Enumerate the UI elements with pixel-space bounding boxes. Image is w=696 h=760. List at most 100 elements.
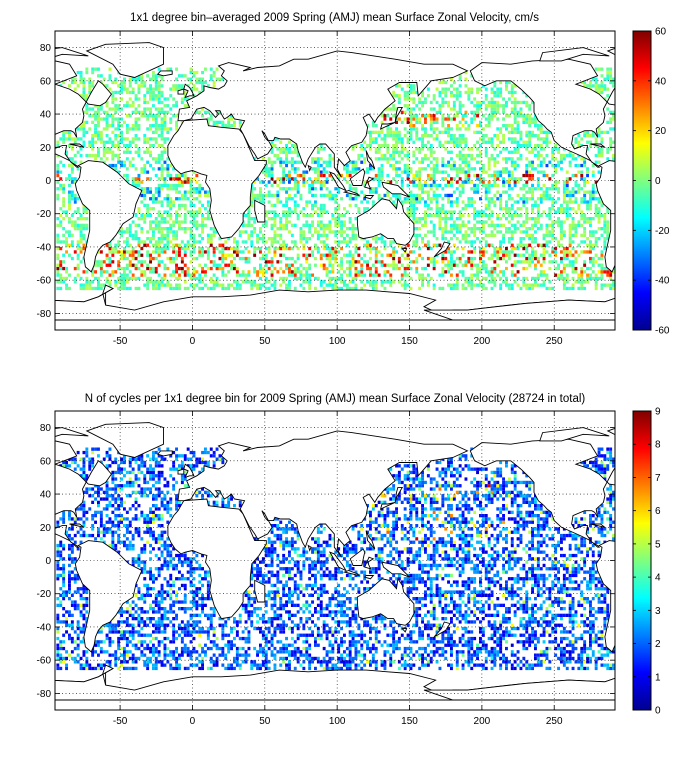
data-cell <box>259 180 262 184</box>
data-cell <box>418 187 422 191</box>
data-cell <box>296 180 300 184</box>
data-cell <box>73 223 77 227</box>
data-cell <box>149 137 152 141</box>
data-cell <box>574 200 578 204</box>
data-cell <box>542 157 546 161</box>
data-cell <box>160 246 164 251</box>
data-cell <box>241 273 245 277</box>
data-cell <box>308 187 312 191</box>
data-cell <box>149 213 152 217</box>
data-cell <box>163 250 167 254</box>
data-cell <box>65 237 68 241</box>
data-cell <box>600 200 604 204</box>
data-cell <box>371 237 375 241</box>
data-cell <box>343 167 346 171</box>
data-cell <box>85 153 89 158</box>
data-cell <box>131 157 135 161</box>
data-cell <box>128 77 132 81</box>
data-cell <box>542 260 546 264</box>
data-cell <box>128 163 132 168</box>
data-cell <box>94 134 97 138</box>
data-cell <box>531 217 534 221</box>
data-cell <box>374 283 378 287</box>
data-cell <box>293 240 297 244</box>
data-cell <box>62 183 66 188</box>
data-cell <box>160 100 164 105</box>
data-cell <box>146 250 150 254</box>
data-cell <box>311 213 314 217</box>
data-cell <box>316 170 320 174</box>
data-cell <box>82 124 86 128</box>
data-cell <box>363 253 367 257</box>
data-cell <box>68 137 71 141</box>
data-cell <box>157 124 161 128</box>
data-cell <box>218 250 222 254</box>
data-cell <box>59 137 63 141</box>
data-cell <box>528 150 532 154</box>
data-cell <box>140 240 144 244</box>
data-cell <box>169 200 173 204</box>
data-cell <box>386 127 390 131</box>
data-cell <box>163 124 167 128</box>
data-cell <box>536 183 540 188</box>
data-cell <box>560 660 563 664</box>
data-cell <box>461 117 465 121</box>
data-cell <box>241 660 245 664</box>
data-cell <box>499 200 503 204</box>
data-cell <box>152 280 155 284</box>
data-cell <box>432 227 436 231</box>
data-cell <box>308 663 312 667</box>
data-cell <box>392 177 396 181</box>
data-cell <box>487 243 491 247</box>
data-cell <box>577 153 581 158</box>
data-cell <box>496 144 500 148</box>
data-cell <box>441 97 445 101</box>
data-cell <box>380 130 384 134</box>
data-cell <box>490 110 494 114</box>
data-cell <box>447 100 450 105</box>
data-cell <box>534 230 537 234</box>
data-cell <box>160 94 164 98</box>
data-cell <box>82 80 86 85</box>
data-cell <box>70 240 74 244</box>
data-cell <box>331 177 335 181</box>
data-cell <box>450 666 453 671</box>
data-cell <box>539 144 543 148</box>
data-cell <box>157 283 161 287</box>
data-cell <box>296 246 300 251</box>
data-cell <box>389 197 393 201</box>
data-cell <box>392 157 396 161</box>
top-map-panel: -50 0 50 100 150 200 250806040200-20-40-60-806… <box>37 27 670 348</box>
data-cell <box>562 263 566 267</box>
data-cell <box>314 227 317 231</box>
data-cell <box>360 237 364 241</box>
data-cell <box>565 276 569 281</box>
data-cell <box>331 283 335 287</box>
data-cell <box>371 187 375 191</box>
data-cell <box>473 130 477 134</box>
data-cell <box>455 256 459 261</box>
data-cell <box>406 283 410 287</box>
data-cell <box>606 663 610 667</box>
data-cell <box>146 213 150 217</box>
data-cell <box>531 190 534 194</box>
data-cell <box>467 240 471 244</box>
data-cell <box>117 153 121 158</box>
data-cell <box>386 193 390 198</box>
data-cell <box>241 270 245 274</box>
data-cell <box>539 193 543 198</box>
data-cell <box>470 187 474 191</box>
data-cell <box>516 157 520 161</box>
data-cell <box>551 207 555 211</box>
data-cell <box>389 243 393 247</box>
data-cell <box>507 227 511 231</box>
data-cell <box>583 213 587 217</box>
data-cell <box>241 256 245 261</box>
data-cell <box>128 243 132 247</box>
data-cell <box>276 213 280 217</box>
data-cell <box>354 187 358 191</box>
data-cell <box>389 660 393 664</box>
data-cell <box>400 87 404 91</box>
data-cell <box>56 233 60 237</box>
data-cell <box>308 230 312 234</box>
